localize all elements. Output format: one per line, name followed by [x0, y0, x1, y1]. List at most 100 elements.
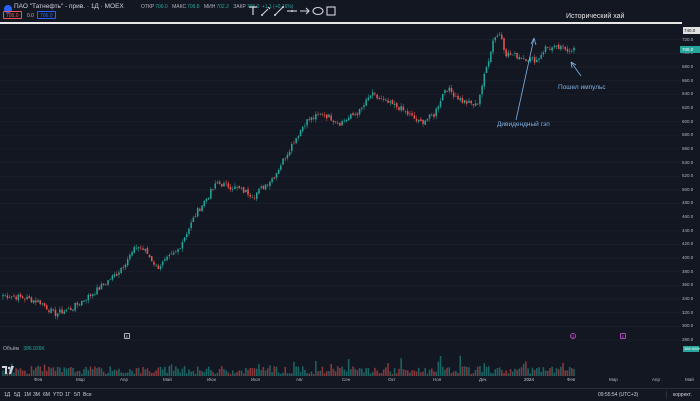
clock-timezone[interactable]: 09:55:54 (UTC+3): [598, 392, 639, 398]
rectangle-tool-icon[interactable]: [324, 4, 338, 18]
volume-bar: [249, 367, 251, 376]
period-6m-button[interactable]: 6М: [43, 392, 50, 398]
candle-body: [8, 297, 11, 298]
time-label: Дек: [479, 377, 487, 382]
period-ytd-button[interactable]: YTD: [53, 392, 63, 398]
event-marker[interactable]: E: [620, 333, 626, 339]
candle-body: [343, 120, 346, 122]
volume-bar: [277, 372, 280, 376]
text-tool-icon[interactable]: [246, 4, 260, 18]
candle-body: [214, 183, 216, 189]
candle-body: [291, 143, 293, 151]
period-1d-button[interactable]: 1Д: [4, 392, 11, 398]
sell-price-button[interactable]: 706.0: [3, 11, 22, 19]
volume-bar: [48, 366, 50, 376]
candle-body: [551, 47, 553, 51]
period-3m-button[interactable]: 3М: [33, 392, 40, 398]
adjustment-toggle[interactable]: коррект.: [673, 392, 692, 398]
volume-bar: [172, 370, 175, 376]
candle-body: [183, 237, 186, 242]
period-1m-button[interactable]: 1М: [24, 392, 31, 398]
price-scale[interactable]: 720.0 700.0 680.0 660.0 640.0 620.0 600.0 580.0…: [680, 24, 700, 374]
candle-body: [10, 296, 13, 298]
volume-bar: [568, 367, 571, 376]
time-label: Май: [163, 377, 172, 382]
candle-body: [275, 173, 278, 178]
impulse-annotation[interactable]: Пошел импульс: [558, 84, 606, 91]
candlestick-plot[interactable]: [0, 24, 680, 344]
dividend-marker[interactable]: D: [570, 333, 576, 339]
candle-body: [28, 296, 31, 299]
volume-bar: [546, 370, 549, 376]
brush-tool-icon[interactable]: [259, 4, 273, 18]
candle-body: [63, 311, 66, 314]
arrow-tool-icon[interactable]: [298, 4, 312, 18]
volume-bar: [96, 368, 98, 376]
volume-bar: [450, 373, 453, 376]
volume-bar: [170, 364, 173, 376]
historic-high-line[interactable]: [0, 22, 682, 24]
candle-body: [428, 114, 431, 119]
volume-bar: [457, 373, 459, 376]
chart-header: ПАО "Татнефть" - прив. · 1Д · MOEX ОТКР7…: [0, 0, 700, 22]
price-scale-label: 360.0: [682, 282, 694, 288]
volume-bar: [109, 366, 111, 376]
candle-body: [124, 264, 127, 268]
candle-body: [341, 121, 343, 126]
candle-body: [164, 259, 166, 262]
volume-bar: [284, 366, 286, 376]
volume-bar: [544, 370, 547, 376]
volume-bar: [498, 367, 501, 376]
candle-body: [417, 119, 420, 122]
volume-bar: [341, 366, 343, 376]
candle-body: [330, 115, 332, 121]
volume-bar: [65, 368, 68, 376]
pen-tool-icon[interactable]: [272, 4, 286, 18]
period-all-button[interactable]: Все: [83, 392, 92, 398]
price-scale-label: 380.0: [682, 268, 694, 274]
earnings-marker[interactable]: E: [124, 333, 130, 339]
volume-plot[interactable]: [0, 352, 680, 376]
tradingview-logo-icon[interactable]: [2, 366, 16, 374]
price-chart[interactable]: [0, 24, 680, 344]
candle-body: [433, 114, 435, 117]
horizontal-line-icon[interactable]: [285, 4, 299, 18]
historic-high-annotation[interactable]: Исторический хай: [566, 13, 625, 20]
dividend-gap-annotation[interactable]: Дивидендный гэп: [497, 121, 550, 128]
volume-bar: [89, 366, 92, 376]
candle-body: [557, 44, 560, 50]
price-scale-label: 480.0: [682, 200, 694, 206]
volume-bar: [177, 368, 179, 376]
candle-body: [30, 297, 33, 303]
candle-body: [21, 296, 24, 299]
candle-body: [498, 34, 501, 36]
time-label: Фев: [567, 377, 576, 382]
candle-body: [271, 178, 273, 182]
symbol-title[interactable]: ПАО "Татнефть" - прив. · 1Д · MOEX: [14, 3, 124, 10]
volume-bar: [264, 370, 267, 376]
volume-bar: [76, 371, 79, 376]
dividend-gap-arrow[interactable]: [515, 37, 535, 121]
volume-bar: [437, 361, 440, 376]
period-5y-button[interactable]: 5Л: [74, 392, 81, 398]
period-1y-button[interactable]: 1Г: [65, 392, 71, 398]
volume-bar: [192, 370, 195, 376]
candle-body: [186, 233, 188, 238]
buy-price-button[interactable]: 706.0: [37, 11, 56, 19]
time-axis[interactable]: Фев Мар Апр Май Июн Июл Авг Сен Окт Ноя …: [0, 376, 700, 386]
ellipse-tool-icon[interactable]: [311, 4, 325, 18]
volume-bar: [533, 370, 536, 376]
candle-body: [282, 158, 284, 165]
period-5d-button[interactable]: 5Д: [14, 392, 21, 398]
volume-bar: [347, 359, 350, 376]
price-scale-label: 440.0: [682, 227, 694, 233]
volume-bar: [494, 369, 497, 376]
volume-bar: [448, 367, 451, 376]
candle-body: [347, 117, 350, 121]
volume-bar: [428, 369, 431, 376]
candle-body: [37, 300, 39, 303]
candle-body: [369, 95, 372, 98]
volume-bar: [551, 366, 553, 376]
candle-body: [146, 248, 149, 254]
impulse-arrow[interactable]: [570, 61, 582, 77]
